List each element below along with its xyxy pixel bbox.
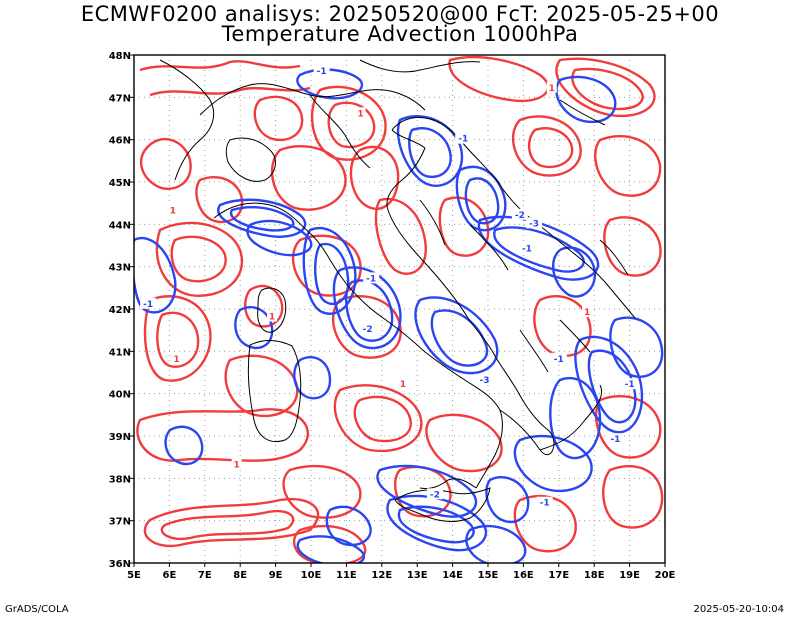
contour-label-bg [398, 378, 409, 390]
lat-tick-label: 41N [109, 347, 131, 358]
lat-tick-label: 43N [109, 263, 131, 274]
contour-label: -1 [366, 274, 376, 284]
lon-tick-label: 10E [301, 570, 322, 581]
contour-label-bg [536, 496, 553, 508]
lon-tick-label: 17E [548, 570, 569, 581]
lon-tick-label: 20E [655, 570, 676, 581]
contour-label: 1 [549, 84, 555, 94]
contour-label: -1 [610, 435, 620, 445]
contour-label-bg [171, 352, 182, 364]
lon-tick-label: 15E [478, 570, 499, 581]
contour-label: -2 [363, 325, 373, 335]
contour-label: 1 [170, 207, 176, 217]
lon-tick-label: 5E [127, 570, 141, 581]
contour-label: 1 [584, 308, 590, 318]
contour-label: 1 [400, 380, 406, 390]
lon-tick-label: 14E [442, 570, 463, 581]
lon-tick-label: 11E [336, 570, 357, 581]
contour-label-bg [546, 81, 557, 93]
lat-tick-label: 48N [109, 51, 131, 62]
map-subtitle: Temperature Advection 1000hPa [221, 22, 579, 46]
timestamp-label: 2025-05-20-10:04 [693, 604, 784, 615]
lat-tick-label: 38N [109, 474, 131, 485]
lat-tick-label: 46N [109, 136, 131, 147]
contour-label: -1 [540, 499, 550, 509]
map-title: ECMWF0200 analisys: 20250520@00 FcT: 202… [80, 2, 720, 26]
contour-label: -1 [143, 300, 153, 310]
contour-label: 1 [234, 461, 240, 471]
longitude-labels: 5E 6E 7E 8E 9E 10E 11E 12E 13E 14E 15E 16E 17E 18E 19E… [127, 570, 675, 581]
contour-label-bg [582, 306, 593, 318]
lon-tick-label: 13E [407, 570, 428, 581]
lat-tick-label: 39N [109, 432, 131, 443]
contour-label-bg [355, 107, 366, 119]
lat-tick-label: 36N [109, 559, 131, 570]
contour-label: -2 [430, 490, 440, 500]
contour-label-bg [426, 488, 443, 500]
contour-label-bg [621, 378, 638, 390]
contour-label-bg [359, 323, 376, 335]
lat-tick-label: 47N [109, 93, 131, 104]
coastlines-borders [159, 59, 636, 523]
contour-label: 1 [269, 312, 275, 322]
lat-tick-label: 45N [109, 178, 131, 189]
contour-label-bg [455, 132, 472, 144]
lon-tick-label: 8E [233, 570, 247, 581]
contour-label-bg [313, 64, 330, 76]
lat-tick-label: 37N [109, 517, 131, 528]
axis-ticks [130, 54, 666, 567]
warm-advection-contours [136, 56, 664, 563]
contour-label: -1 [554, 355, 564, 365]
contour-label-bg [231, 458, 242, 470]
contour-label-bg [267, 310, 278, 322]
lon-tick-label: 9E [269, 570, 283, 581]
contour-label: 1 [173, 355, 179, 365]
lon-tick-label: 12E [371, 570, 392, 581]
latitude-labels: 36N 37N 38N 39N 40N 41N 42N 43N 44N 45N 46N 47N 48N [109, 51, 131, 570]
contour-label-bg [607, 433, 624, 445]
lat-tick-label: 44N [109, 220, 131, 231]
contour-label: -3 [479, 376, 489, 386]
contour-label: -1 [317, 67, 327, 77]
lon-tick-label: 6E [163, 570, 177, 581]
contour-label-bg [550, 352, 567, 364]
contour-label: 1 [357, 109, 363, 119]
contour-label: -1 [625, 380, 635, 390]
contour-label: -1 [522, 245, 532, 255]
credit-label: GrADS/COLA [5, 604, 69, 615]
contour-label-bg [140, 297, 157, 309]
contour-label-bg [167, 204, 178, 216]
contour-label-bg [476, 373, 493, 385]
lat-tick-label: 42N [109, 305, 131, 316]
contour-labels: 1 1 1 1 1 1 1 1 -1 -1 -1 -1 -1 -1 -1 -2 -2 -2 -3 -3 -1 -1 [140, 64, 638, 509]
lon-tick-label: 19E [619, 570, 640, 581]
contour-label-bg [526, 217, 543, 229]
lon-tick-label: 18E [584, 570, 605, 581]
contour-label: -3 [529, 219, 539, 229]
contour-label: -2 [515, 211, 525, 221]
contour-label: -1 [458, 135, 468, 145]
lon-tick-label: 7E [198, 570, 212, 581]
contour-label-bg [518, 242, 535, 254]
contour-label-bg [363, 272, 380, 284]
lon-tick-label: 16E [513, 570, 534, 581]
lat-tick-label: 40N [109, 390, 131, 401]
contour-label-bg [511, 208, 528, 220]
